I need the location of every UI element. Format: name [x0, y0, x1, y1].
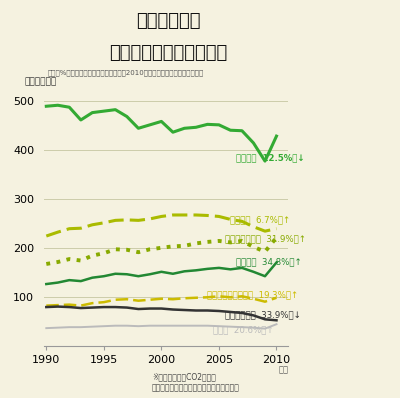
Text: 運輸部門  6.7%増↑: 運輸部門 6.7%増↑	[230, 215, 291, 224]
Text: 家庭部門  34.8%増↑: 家庭部門 34.8%増↑	[236, 257, 302, 266]
Text: 日本の部門別: 日本の部門別	[136, 12, 200, 30]
Text: 廃棄物  20.6%増↑: 廃棄物 20.6%増↑	[213, 325, 274, 334]
Text: 二酸化炭素排出量の推移: 二酸化炭素排出量の推移	[109, 44, 227, 62]
Text: 注意：%の数値は京都議定書の基準年と2010年度を比較した増減を表します: 注意：%の数値は京都議定書の基準年と2010年度を比較した増減を表します	[48, 70, 204, 76]
Text: 工業プロセス  33.9%減↓: 工業プロセス 33.9%減↓	[225, 310, 300, 320]
Text: 産業部門  12.5%減↓: 産業部門 12.5%減↓	[236, 153, 305, 162]
Text: エネルギー転換部門  19.3%増↑: エネルギー転換部門 19.3%増↑	[208, 290, 299, 299]
Text: 年度: 年度	[279, 365, 289, 374]
Text: （百万トン）: （百万トン）	[24, 78, 57, 86]
Text: ※二酸化炭素（CO2）換算
出典）温室効果ガスインベントリオフィス: ※二酸化炭素（CO2）換算 出典）温室効果ガスインベントリオフィス	[152, 373, 240, 392]
Text: 業務その他部門  31.9%増↑: 業務その他部門 31.9%増↑	[225, 234, 306, 243]
